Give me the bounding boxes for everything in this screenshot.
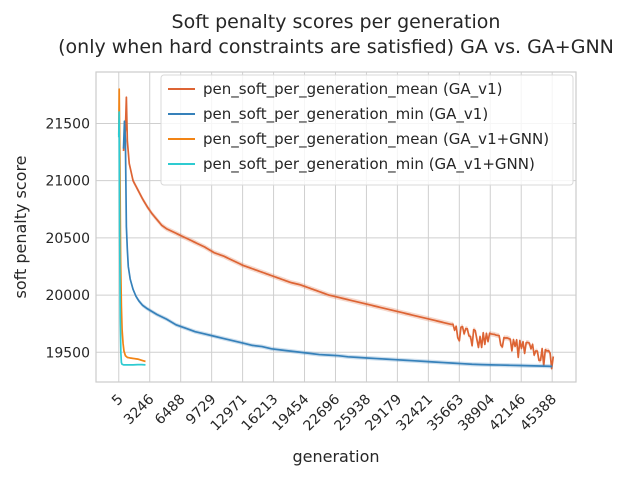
y-tick-label: 21500: [45, 116, 90, 132]
legend-label: pen_soft_per_generation_min (GA_v1): [203, 105, 488, 124]
x-axis-label: generation: [292, 447, 379, 466]
chart-title-line-1: Soft penalty scores per generation: [172, 11, 501, 33]
y-tick-label: 19500: [45, 345, 90, 361]
y-tick-label: 20500: [45, 231, 90, 247]
plot-frame: [95, 71, 577, 383]
series-line-4: [117, 111, 146, 366]
legend: pen_soft_per_generation_mean (GA_v1) pen_…: [160, 74, 574, 186]
series-line-3: [117, 88, 146, 363]
y-tick-labels: 19500 20000 20500 21000 21500: [45, 116, 90, 361]
legend-label: pen_soft_per_generation_min (GA_v1+GNN): [203, 155, 535, 174]
series-line-2: [122, 120, 553, 368]
x-tick-label: 5: [109, 392, 127, 410]
legend-label: pen_soft_per_generation_mean (GA_v1+GNN): [203, 130, 549, 149]
y-axis-label: soft penalty score: [11, 155, 30, 298]
series-layer: [117, 88, 555, 372]
x-tick-label: 6488: [152, 392, 189, 429]
y-tick-label: 20000: [45, 288, 90, 304]
series-confidence-band: [118, 88, 146, 363]
series-line-1: [122, 96, 555, 370]
x-tick-label: 3246: [121, 391, 158, 428]
legend-box: [160, 74, 574, 186]
legend-label: pen_soft_per_generation_mean (GA_v1): [203, 80, 502, 99]
chart-title-line-2: (only when hard constraints are satisfie…: [58, 36, 614, 58]
chart-title: Soft penalty scores per generation (only…: [58, 11, 614, 58]
y-tick-label: 21000: [45, 174, 90, 190]
x-tick-labels: 5324664889729129711621319454226962593829…: [109, 391, 560, 434]
